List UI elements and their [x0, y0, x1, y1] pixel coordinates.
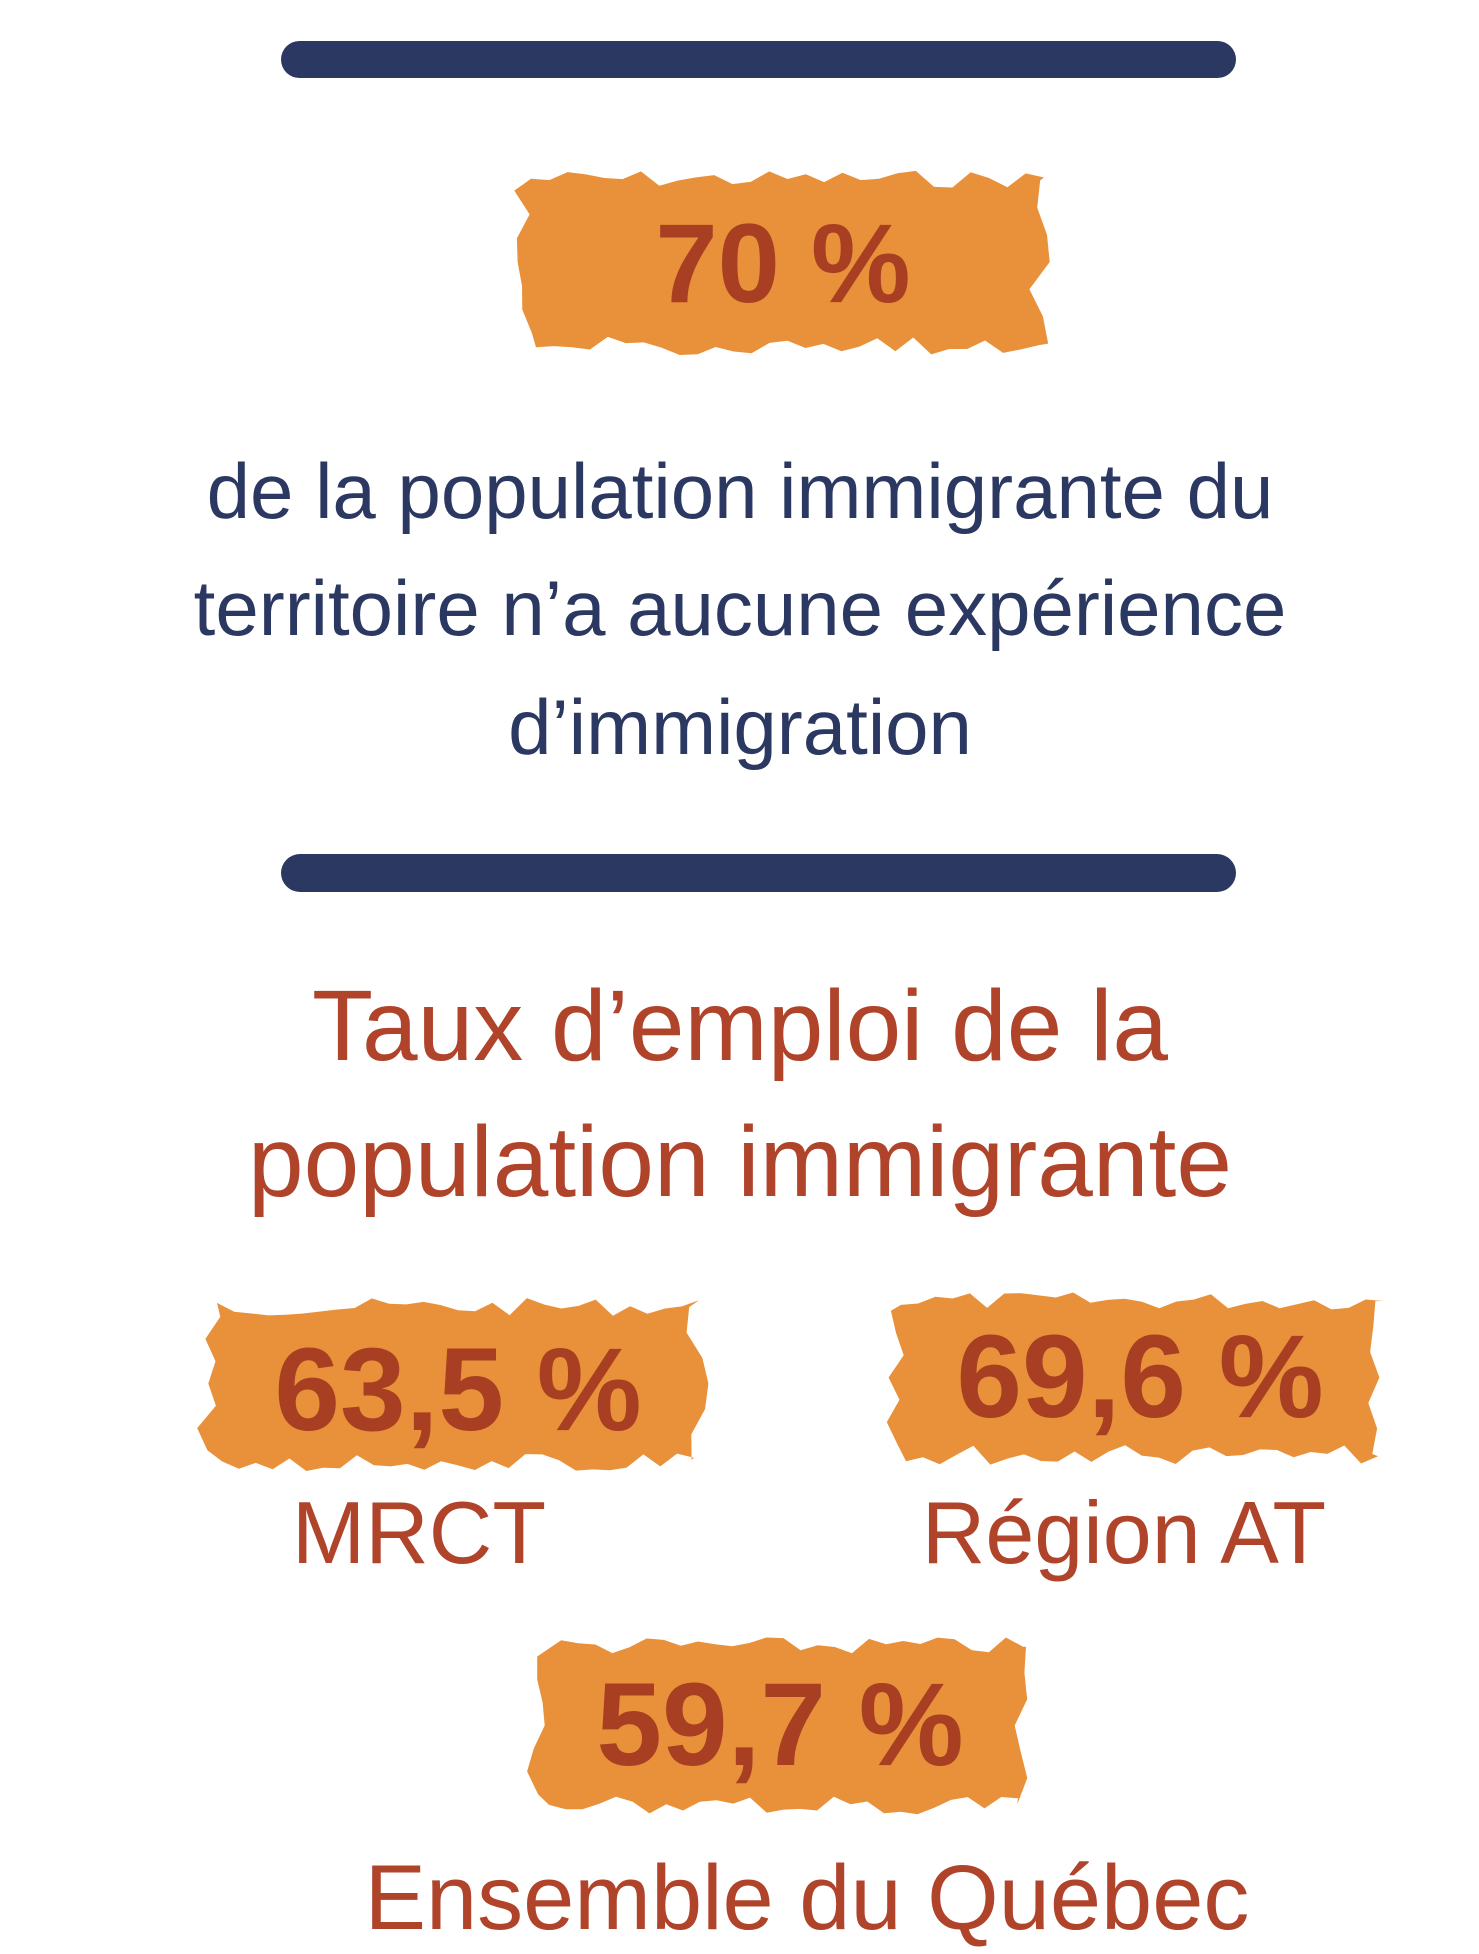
stat-value: 69,6 % [956, 1311, 1323, 1443]
divider [281, 854, 1236, 892]
description-line: de la population immigrante du [207, 447, 1274, 535]
brush [527, 1637, 1028, 1815]
divider [281, 41, 1236, 78]
stat-label: MRCT [292, 1483, 546, 1582]
brush [514, 170, 1050, 355]
stat-label: Ensemble du Québec [365, 1847, 1250, 1949]
description-line: d’immigration [508, 683, 972, 771]
highlight-value: 70 % [655, 201, 910, 326]
brush [197, 1298, 709, 1471]
section-title: population immigrante [248, 1106, 1232, 1218]
brushes [197, 170, 1383, 1815]
section-title: Taux d’emploi de la [312, 970, 1168, 1082]
stat-value: 59,7 % [596, 1659, 963, 1791]
description-line: territoire n’a aucune expérience [194, 564, 1287, 652]
brush [886, 1292, 1383, 1465]
stat-label: Région AT [922, 1483, 1326, 1582]
stat-value: 63,5 % [274, 1324, 641, 1456]
